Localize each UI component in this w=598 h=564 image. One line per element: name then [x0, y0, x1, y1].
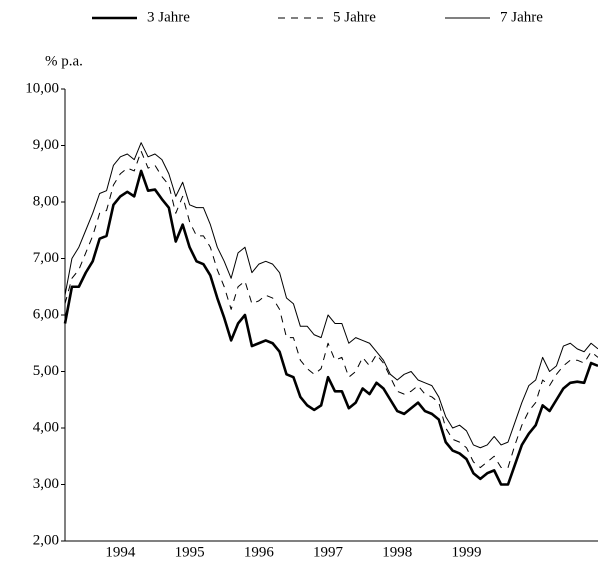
x-tick-label: 1997 [313, 544, 344, 560]
x-tick-label: 1996 [244, 544, 275, 560]
y-tick-label: 3,00 [33, 476, 59, 492]
series-line [64, 142, 598, 449]
y-tick-label: 10,00 [25, 80, 59, 96]
y-tick-label: 4,00 [33, 419, 59, 435]
x-tick-label: 1994 [105, 544, 136, 560]
y-tick-label: 2,00 [33, 532, 59, 548]
x-tick-label: 1999 [451, 544, 481, 560]
y-tick-label: 8,00 [33, 193, 59, 209]
y-tick-label: 5,00 [33, 363, 59, 379]
x-tick-label: 1995 [175, 544, 205, 560]
legend-label: 5 Jahre [333, 9, 376, 25]
y-tick-label: 9,00 [33, 137, 59, 153]
x-tick-label: 1998 [382, 544, 412, 560]
y-tick-label: 6,00 [33, 306, 59, 322]
series-line [64, 150, 598, 469]
y-axis-label: % p.a. [45, 53, 83, 69]
legend-label: 3 Jahre [147, 9, 190, 25]
series-line [63, 169, 598, 486]
y-tick-label: 7,00 [33, 250, 59, 266]
legend-label: 7 Jahre [500, 9, 543, 25]
